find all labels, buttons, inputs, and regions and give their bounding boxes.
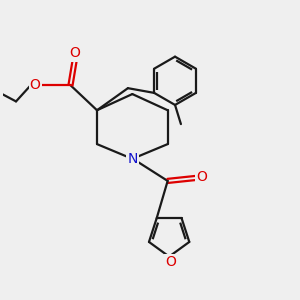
Text: O: O [196, 170, 207, 184]
Text: N: N [127, 152, 137, 166]
Text: O: O [70, 46, 80, 60]
Text: O: O [30, 78, 40, 92]
Text: O: O [165, 255, 176, 269]
